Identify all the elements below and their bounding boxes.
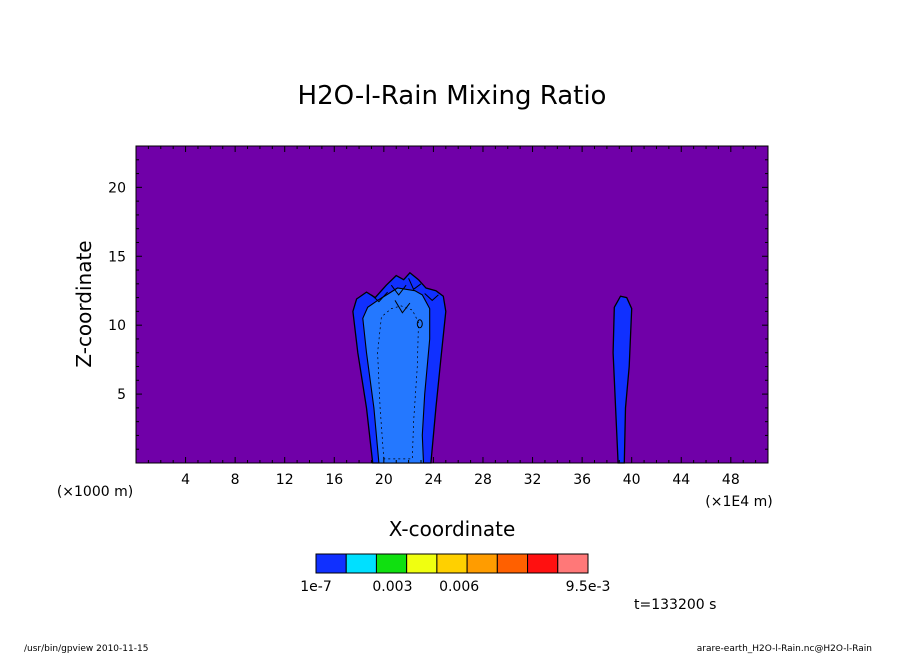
x-tick-label: 24 bbox=[424, 472, 442, 488]
colorbar-label: 1e-7 bbox=[300, 579, 331, 595]
x-tick-label: 20 bbox=[375, 472, 393, 488]
colorbar-swatch bbox=[315, 553, 347, 574]
x-tick-label: 12 bbox=[276, 472, 294, 488]
x-tick-label: 48 bbox=[722, 472, 740, 488]
chart-title: H2O-l-Rain Mixing Ratio bbox=[298, 81, 607, 111]
colorbar-label: 0.006 bbox=[439, 579, 479, 595]
cloud-top-contour bbox=[371, 291, 388, 303]
colorbar-swatch bbox=[375, 553, 408, 574]
x-ticks: 4 8 12 16 20 24 28 32 36 40 44 48 bbox=[147, 146, 757, 488]
small-contour bbox=[416, 319, 423, 329]
x-tick-label: 32 bbox=[524, 472, 542, 488]
y-ticks: 5 10 15 20 bbox=[108, 159, 768, 450]
secondary-column bbox=[612, 295, 633, 464]
x-tick-label: 28 bbox=[474, 472, 492, 488]
x-tick-label: 4 bbox=[181, 472, 190, 488]
colorbar-swatch bbox=[527, 553, 559, 574]
cloud-top-contour bbox=[408, 278, 422, 291]
colorbar-label: 0.003 bbox=[372, 579, 412, 595]
y-tick-label: 15 bbox=[108, 249, 126, 265]
footer-right: arare-earth_H2O-l-Rain.nc@H2O-l-Rain bbox=[697, 644, 872, 654]
x-tick-label: 40 bbox=[623, 472, 641, 488]
x-tick-label: 8 bbox=[231, 472, 240, 488]
x-tick-label: 36 bbox=[573, 472, 591, 488]
plot-background bbox=[136, 146, 768, 463]
colorbar-label: 9.5e-3 bbox=[566, 579, 611, 595]
colorbar-swatch bbox=[496, 553, 529, 574]
colorbar-swatch bbox=[406, 553, 438, 574]
colorbar-swatch bbox=[345, 553, 377, 574]
footer-left: /usr/bin/gpview 2010-11-15 bbox=[24, 644, 148, 654]
plot-frame bbox=[135, 145, 769, 464]
y-unit-label: (×1000 m) bbox=[57, 484, 133, 500]
y-tick-label: 10 bbox=[108, 318, 126, 334]
cloud-top-contour bbox=[390, 284, 407, 296]
x-axis-label: X-coordinate bbox=[389, 517, 516, 541]
colorbar: 1e-7 0.003 0.006 9.5e-3 bbox=[300, 553, 611, 595]
cloud-top-contour bbox=[424, 293, 439, 302]
x-unit-label: (×1E4 m) bbox=[705, 494, 772, 510]
y-tick-label: 20 bbox=[108, 180, 126, 196]
colorbar-swatch bbox=[466, 553, 498, 574]
main-column-core bbox=[362, 287, 431, 464]
x-tick-label: 44 bbox=[672, 472, 690, 488]
y-axis-label: Z-coordinate bbox=[72, 240, 96, 367]
x-tick-label: 16 bbox=[325, 472, 343, 488]
cloud-top-contour bbox=[394, 300, 411, 314]
y-tick-label: 5 bbox=[117, 387, 126, 403]
colorbar-swatch bbox=[557, 553, 589, 574]
rain-columns bbox=[352, 271, 633, 464]
colorbar-swatch bbox=[436, 553, 468, 574]
time-label: t=133200 s bbox=[634, 597, 716, 613]
